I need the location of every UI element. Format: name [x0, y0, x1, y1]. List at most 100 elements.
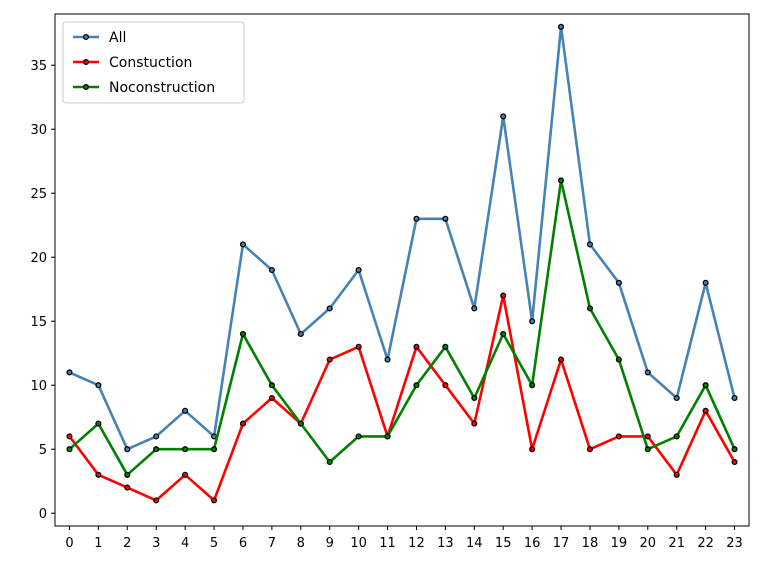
- x-tick-label: 15: [495, 536, 512, 551]
- x-tick-label: 7: [268, 536, 276, 551]
- y-tick-label: 30: [30, 123, 47, 138]
- legend-label-noconstruction: Noconstruction: [109, 80, 215, 96]
- series-line-all: [68, 25, 736, 451]
- data-point-constuction: [239, 420, 247, 427]
- data-point-all: [153, 433, 160, 440]
- legend-label-all: All: [109, 30, 126, 46]
- x-tick-label: 5: [210, 536, 218, 551]
- data-point-noconstruction: [210, 446, 218, 453]
- data-point-constuction: [355, 343, 362, 350]
- data-point-constuction: [731, 458, 738, 466]
- data-point-noconstruction: [268, 382, 275, 389]
- data-point-noconstruction: [326, 458, 333, 466]
- y-tick-label: 20: [30, 251, 47, 266]
- data-point-all: [268, 266, 275, 274]
- data-point-noconstruction: [644, 446, 651, 453]
- data-point-all: [471, 305, 478, 312]
- data-point-constuction: [124, 484, 131, 491]
- x-tick-label: 11: [379, 536, 396, 551]
- x-tick-label: 1: [94, 536, 102, 551]
- data-point-constuction: [673, 471, 680, 478]
- legend-label-constuction: Constuction: [109, 55, 192, 71]
- data-point-constuction: [471, 420, 478, 427]
- data-point-constuction: [95, 471, 102, 478]
- x-tick-label: 23: [726, 536, 743, 551]
- data-point-constuction: [557, 356, 565, 363]
- data-point-noconstruction: [95, 420, 102, 427]
- data-point-constuction: [210, 497, 218, 504]
- x-tick-label: 20: [640, 536, 657, 551]
- data-point-constuction: [644, 433, 651, 440]
- data-point-noconstruction: [500, 330, 507, 338]
- x-tick-label: 10: [350, 536, 367, 551]
- series-line-noconstruction: [68, 179, 736, 477]
- data-point-all: [239, 241, 247, 248]
- data-point-noconstruction: [182, 446, 189, 453]
- data-point-all: [124, 446, 131, 453]
- data-point-noconstruction: [442, 343, 449, 350]
- data-point-noconstruction: [702, 382, 709, 389]
- x-tick-label: 16: [524, 536, 541, 551]
- x-tick-label: 17: [553, 536, 570, 551]
- y-tick-label: 35: [30, 59, 47, 74]
- data-point-constuction: [413, 343, 420, 350]
- data-point-noconstruction: [124, 471, 131, 478]
- data-point-noconstruction: [557, 177, 565, 184]
- data-point-all: [731, 394, 738, 402]
- x-tick-label: 2: [123, 536, 131, 551]
- x-tick-label: 8: [297, 536, 305, 551]
- x-tick-label: 21: [668, 536, 685, 551]
- data-point-all: [557, 23, 565, 30]
- data-point-all: [529, 318, 536, 325]
- data-point-all: [442, 215, 449, 222]
- data-point-constuction: [500, 292, 507, 299]
- x-tick-label: 9: [326, 536, 334, 551]
- x-tick-label: 18: [582, 536, 599, 551]
- data-point-all: [326, 305, 333, 312]
- data-point-constuction: [182, 471, 189, 478]
- data-point-constuction: [702, 407, 709, 414]
- data-point-all: [702, 279, 709, 286]
- legend-marker-noconstruction: [82, 83, 90, 91]
- data-point-all: [297, 330, 304, 338]
- data-point-noconstruction: [239, 330, 247, 338]
- x-tick-label: 6: [239, 536, 247, 551]
- data-point-constuction: [268, 394, 275, 402]
- data-point-constuction: [326, 356, 333, 363]
- data-point-noconstruction: [355, 433, 362, 440]
- legend-box: [62, 21, 245, 104]
- data-point-noconstruction: [413, 382, 420, 389]
- data-point-noconstruction: [529, 382, 536, 389]
- plot-area: [66, 23, 738, 504]
- data-point-all: [95, 382, 102, 389]
- x-axis: 0 1 2 3 4 5 6 7 8 9 10 11 12 13 14 15 16 17 18 19 20 21 22 23: [65, 526, 743, 551]
- data-point-constuction: [615, 433, 622, 440]
- x-tick-label: 3: [152, 536, 160, 551]
- x-tick-label: 0: [65, 536, 73, 551]
- data-point-noconstruction: [615, 356, 622, 363]
- y-tick-label: 25: [30, 187, 47, 202]
- x-tick-label: 13: [437, 536, 454, 551]
- data-point-all: [644, 369, 651, 376]
- data-point-all: [355, 266, 362, 274]
- data-point-all: [615, 279, 622, 286]
- plot-frame: [54, 13, 750, 527]
- legend-marker-constuction: [82, 58, 90, 66]
- x-tick-label: 19: [611, 536, 628, 551]
- x-tick-label: 4: [181, 536, 189, 551]
- data-point-noconstruction: [673, 433, 680, 440]
- data-point-noconstruction: [471, 394, 478, 402]
- data-point-noconstruction: [297, 420, 304, 427]
- y-tick-label: 15: [30, 315, 47, 330]
- y-tick-label: 5: [39, 443, 47, 458]
- data-point-all: [66, 369, 73, 376]
- data-point-all: [384, 356, 391, 363]
- data-point-all: [673, 394, 680, 402]
- series-line-constuction: [68, 294, 736, 502]
- data-point-all: [413, 215, 420, 222]
- data-point-noconstruction: [731, 446, 738, 453]
- data-point-all: [586, 241, 594, 248]
- data-point-constuction: [442, 382, 449, 389]
- data-point-constuction: [529, 446, 536, 453]
